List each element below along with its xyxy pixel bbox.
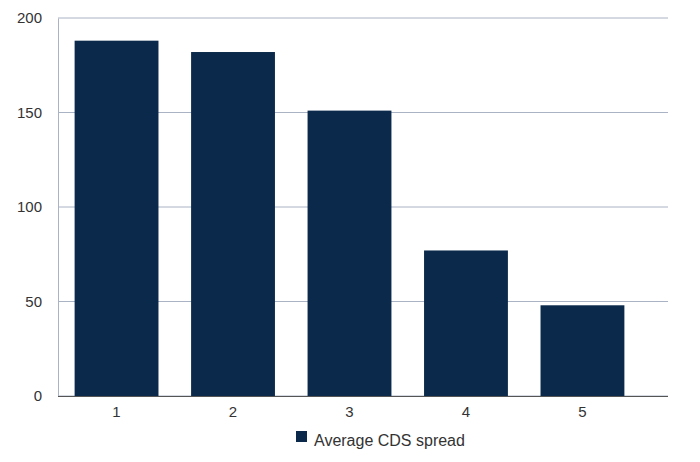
x-tick: 3 (345, 396, 353, 420)
y-tick-label: 50 (25, 293, 42, 310)
bar (424, 250, 508, 396)
y-axis-line (58, 19, 59, 397)
y-tick-label: 150 (17, 104, 42, 121)
x-tick: 2 (229, 396, 237, 420)
legend-label: Average CDS spread (314, 432, 465, 449)
y-tick-label: 0 (34, 387, 42, 404)
y-axis: 0 50 100 150 200 (17, 9, 59, 404)
x-tick-label: 3 (345, 403, 353, 420)
legend-swatch (296, 431, 307, 442)
y-tick: 0 (34, 387, 58, 404)
chart: 0 50 100 150 200 1 2 3 4 5 Average CDS spread (0, 0, 700, 462)
bar (75, 41, 159, 396)
legend: Average CDS spread (296, 431, 465, 449)
bar (541, 305, 625, 396)
grid-line (58, 18, 668, 19)
x-tick-label: 5 (578, 403, 586, 420)
x-tick-label: 4 (462, 403, 470, 420)
y-tick-label: 100 (17, 198, 42, 215)
y-tick: 150 (17, 104, 58, 121)
x-tick: 1 (112, 396, 120, 420)
x-tick-label: 1 (112, 403, 120, 420)
y-tick-label: 200 (17, 9, 42, 26)
bar (308, 111, 392, 396)
x-tick: 5 (578, 396, 586, 420)
bars (75, 41, 625, 396)
y-tick: 50 (25, 293, 58, 310)
x-axis: 1 2 3 4 5 (58, 396, 668, 420)
x-tick-label: 2 (229, 403, 237, 420)
x-axis-line (58, 396, 668, 397)
y-tick: 100 (17, 198, 58, 215)
grid (58, 18, 668, 396)
bar (191, 52, 275, 396)
x-tick: 4 (462, 396, 470, 420)
y-tick: 200 (17, 9, 58, 26)
